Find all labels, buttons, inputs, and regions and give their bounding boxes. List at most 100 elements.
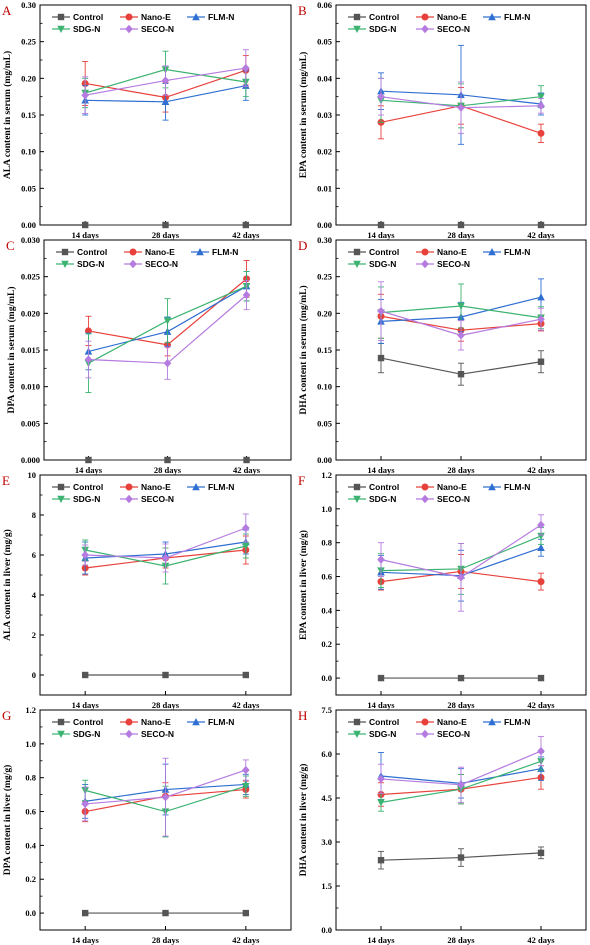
data-point <box>537 543 545 551</box>
series-control <box>81 909 250 917</box>
legend-marker <box>57 13 65 21</box>
data-point <box>537 578 545 586</box>
legend-label: Control <box>369 247 399 257</box>
legend-label: SECO-N <box>437 729 470 739</box>
series-control <box>81 671 250 679</box>
y-tick-label: 0.020 <box>21 308 40 318</box>
data-point <box>85 456 92 464</box>
y-tick-label: 0.05 <box>21 183 36 193</box>
y-tick-label: 0.025 <box>21 272 40 282</box>
data-point <box>243 456 250 464</box>
data-point <box>377 306 385 316</box>
data-point <box>377 92 385 101</box>
y-tick-label: 0.005 <box>21 418 40 428</box>
y-tick-label: 0.02 <box>317 147 332 157</box>
legend-marker <box>421 494 429 504</box>
panel-letter: E <box>2 473 10 488</box>
legend-label: SECO-N <box>437 24 470 34</box>
series-seco-n <box>377 735 545 803</box>
legend-marker <box>488 483 496 491</box>
y-tick-label: 0.15 <box>21 110 36 120</box>
y-tick-label: 0.4 <box>321 605 332 615</box>
legend-label: SECO-N <box>141 494 174 504</box>
legend-label: Nano-E <box>437 12 467 22</box>
x-tick-label: 28 days <box>152 700 180 710</box>
data-point <box>242 765 250 775</box>
panel-h: 0.0 1.5 3.0 4.5 6.0 7.5 14 days 28 days 42 days D… <box>298 705 587 945</box>
legend-label: SDG-N <box>77 259 104 269</box>
x-tick-label: 14 days <box>367 465 395 475</box>
y-tick-label: 6 <box>32 550 36 560</box>
legend-marker <box>196 248 204 256</box>
data-point <box>242 63 250 73</box>
data-point <box>242 909 250 917</box>
legend-marker <box>57 495 65 503</box>
x-tick-label: 28 days <box>447 935 475 945</box>
panel-b: 0.00 0.01 0.02 0.03 0.04 0.05 0.06 14 days 28 da… <box>298 0 587 240</box>
data-point <box>537 532 545 540</box>
legend-marker <box>57 483 65 491</box>
x-tick-label: 42 days <box>232 230 260 240</box>
legend-label: FLM-N <box>504 12 530 22</box>
legend-marker <box>353 483 361 491</box>
data-point <box>81 550 89 560</box>
y-axis-label: DPA content in serum (mg/mL) <box>6 286 17 413</box>
y-tick-label: 0.0 <box>321 673 332 683</box>
x-tick-label: 14 days <box>72 700 100 710</box>
x-tick-label: 14 days <box>367 230 395 240</box>
legend-marker <box>129 259 137 269</box>
x-tick-label: 28 days <box>154 465 182 475</box>
data-point <box>161 792 170 802</box>
legend-label: Control <box>369 12 399 22</box>
y-tick-label: 0.10 <box>21 147 36 157</box>
legend-marker <box>57 718 65 726</box>
y-tick-label: 0.30 <box>21 0 36 10</box>
panel-a: 0.00 0.05 0.10 0.15 0.20 0.25 0.30 14 days 28 da… <box>2 0 292 240</box>
data-point <box>161 76 170 85</box>
x-tick-label: 28 days <box>447 700 475 710</box>
legend-marker <box>125 494 133 504</box>
panel-e: 0 2 4 6 8 10 14 days 28 days 42 days ALA content … <box>2 470 292 710</box>
data-point <box>457 371 465 378</box>
plot-frame <box>335 709 587 931</box>
legend-marker <box>421 729 429 739</box>
series-control <box>81 221 250 229</box>
y-tick-label: 1.0 <box>321 504 332 514</box>
y-tick-label: 0.00 <box>317 455 332 465</box>
data-point <box>457 674 465 682</box>
legend: Control Nano-E FLM-N SDG-N SECO-N <box>348 717 530 739</box>
y-tick-label: 0 <box>32 670 36 680</box>
x-tick-label: 28 days <box>447 465 475 475</box>
y-tick-label: 0.00 <box>21 220 36 230</box>
y-axis-label: ALA content in liver (mg/g) <box>2 529 13 641</box>
data-point <box>81 221 89 229</box>
data-point <box>81 671 89 679</box>
legend-marker <box>488 248 496 256</box>
y-tick-label: 0.20 <box>317 308 332 318</box>
y-tick-label: 6.0 <box>321 749 332 759</box>
y-tick-label: 3.0 <box>321 837 332 847</box>
y-tick-label: 0.06 <box>317 0 332 10</box>
legend-marker <box>192 718 200 726</box>
panel-g: 0.0 0.2 0.4 0.6 0.8 1.0 1.2 14 days 28 days 42 da… <box>2 705 292 945</box>
data-point <box>377 354 385 362</box>
y-tick-label: 4 <box>32 590 37 600</box>
data-point <box>377 221 385 229</box>
data-point <box>242 782 250 791</box>
y-tick-label: 10 <box>28 470 37 480</box>
legend-marker <box>125 483 133 491</box>
y-tick-label: 0.04 <box>317 73 333 83</box>
data-point <box>162 221 169 229</box>
legend-marker <box>488 13 496 21</box>
panel-f: 0.0 0.2 0.4 0.6 0.8 1.0 1.2 14 days 28 days 42 da… <box>298 470 587 710</box>
legend-marker <box>61 260 69 268</box>
legend-marker <box>353 25 361 33</box>
x-tick-label: 42 days <box>527 700 555 710</box>
legend-marker <box>353 13 361 21</box>
legend-marker <box>129 248 137 256</box>
legend-label: SDG-N <box>369 494 396 504</box>
data-point <box>242 523 250 533</box>
panel-letter: A <box>2 3 12 18</box>
data-point <box>377 799 385 807</box>
